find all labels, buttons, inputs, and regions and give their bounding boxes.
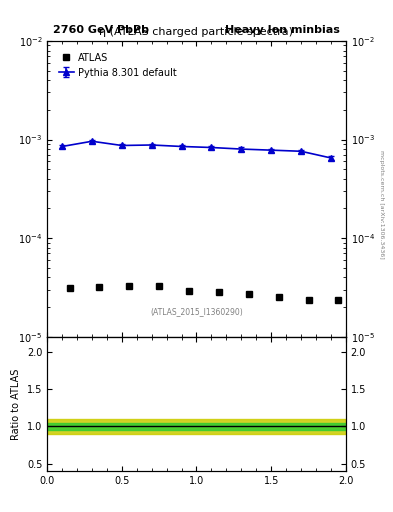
Text: mcplots.cern.ch [arXiv:1306.3436]: mcplots.cern.ch [arXiv:1306.3436]	[379, 151, 384, 259]
Text: Heavy Ion minbias: Heavy Ion minbias	[225, 25, 340, 35]
Legend: ATLAS, Pythia 8.301 default: ATLAS, Pythia 8.301 default	[59, 53, 176, 78]
ATLAS	[157, 283, 162, 289]
Line: ATLAS: ATLAS	[66, 282, 342, 304]
ATLAS	[97, 284, 102, 290]
ATLAS	[246, 291, 251, 297]
Text: (ATLAS_2015_I1360290): (ATLAS_2015_I1360290)	[150, 307, 243, 316]
ATLAS	[217, 289, 221, 295]
Text: 2760 GeV PbPb: 2760 GeV PbPb	[53, 25, 149, 35]
ATLAS	[67, 285, 72, 291]
ATLAS	[336, 297, 341, 303]
ATLAS	[306, 297, 311, 303]
Title: η (ATLAS charged particle spectra): η (ATLAS charged particle spectra)	[99, 28, 294, 37]
ATLAS	[127, 283, 132, 289]
Y-axis label: Ratio to ATLAS: Ratio to ATLAS	[11, 368, 21, 439]
ATLAS	[276, 293, 281, 300]
ATLAS	[187, 288, 191, 294]
